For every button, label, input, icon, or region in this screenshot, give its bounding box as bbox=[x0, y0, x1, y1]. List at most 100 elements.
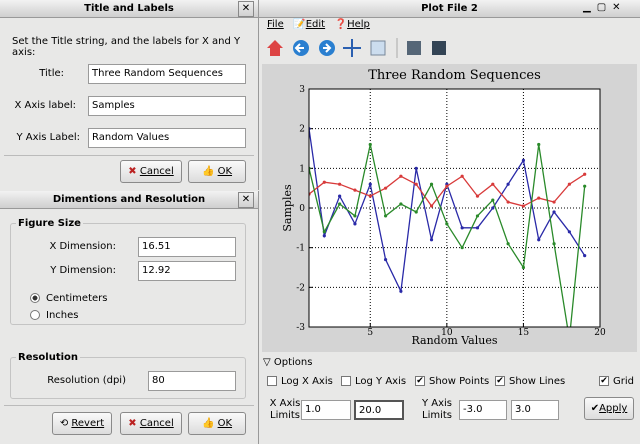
x-tick-label: 20 bbox=[594, 328, 606, 338]
text-input[interactable]: Random Values bbox=[88, 128, 246, 148]
window-title: Plot File 2 bbox=[259, 0, 640, 18]
spin-input[interactable]: 16.51 bbox=[138, 237, 236, 257]
data-point bbox=[383, 257, 388, 262]
data-point bbox=[429, 182, 434, 186]
axes-frame bbox=[308, 88, 601, 328]
field-label: X Dimension: bbox=[49, 241, 116, 252]
data-point bbox=[460, 226, 464, 230]
checkbox bbox=[267, 376, 277, 386]
window-controls[interactable]: ▁▢✕ bbox=[583, 2, 627, 13]
field-label: Title: bbox=[39, 68, 64, 79]
menu-bar: File 📝Edit ❓Help bbox=[267, 19, 370, 30]
field-label: Y Axis Label: bbox=[16, 132, 80, 143]
menu-item[interactable]: File bbox=[267, 19, 284, 30]
button-label: OK bbox=[217, 166, 233, 177]
data-point bbox=[414, 210, 418, 214]
data-point bbox=[506, 242, 510, 246]
frame bbox=[10, 357, 246, 399]
checkbox-option[interactable]: ✔ Show Lines bbox=[495, 376, 565, 387]
field-label: Y Dimension: bbox=[50, 265, 116, 276]
checkbox-option[interactable]: ✔ Grid bbox=[599, 376, 634, 387]
ok-button[interactable]: 👍 OK bbox=[188, 160, 246, 183]
data-point bbox=[460, 174, 464, 178]
menu-item[interactable]: Help bbox=[347, 19, 370, 30]
close-button[interactable]: ✕ bbox=[238, 1, 254, 17]
home-icon[interactable] bbox=[267, 40, 283, 56]
spin-input[interactable]: 12.92 bbox=[138, 261, 236, 281]
frame-label: Resolution bbox=[16, 352, 81, 363]
checkbox-label: Show Points bbox=[429, 376, 490, 387]
text-input[interactable]: 3.0 bbox=[511, 400, 559, 420]
text-input[interactable]: Three Random Sequences bbox=[88, 64, 246, 84]
y-tick-label: 3 bbox=[299, 85, 305, 95]
button-label: Cancel bbox=[139, 166, 174, 177]
dialog-title: Title and Labels bbox=[0, 0, 258, 18]
x-tick-label: 15 bbox=[518, 328, 530, 338]
field-label: Resolution (dpi) bbox=[47, 375, 126, 386]
data-point bbox=[445, 184, 449, 188]
save-icon[interactable] bbox=[432, 41, 446, 55]
data-point bbox=[537, 142, 541, 147]
text-input[interactable]: 1.0 bbox=[301, 400, 351, 420]
data-point bbox=[399, 202, 403, 206]
options-toggle[interactable]: ▽ Options bbox=[263, 357, 313, 368]
text-input[interactable]: Samples bbox=[88, 96, 246, 116]
apply-button[interactable]: ✔Apply bbox=[584, 397, 634, 420]
checkbox: ✔ bbox=[495, 376, 505, 386]
checkbox-option[interactable]: Log Y Axis bbox=[341, 376, 406, 387]
button-label: Revert bbox=[71, 418, 105, 429]
data-point bbox=[521, 265, 526, 270]
checkbox-label: Show Lines bbox=[509, 376, 566, 387]
cancel-button[interactable]: ✖ Cancel bbox=[120, 160, 182, 183]
data-point bbox=[491, 206, 495, 210]
spin-input[interactable]: 80 bbox=[148, 371, 236, 391]
data-point bbox=[491, 198, 495, 202]
checkbox-label: Log Y Axis bbox=[355, 376, 407, 387]
prompt: Set the Title string, and the labels for… bbox=[12, 36, 241, 58]
data-point bbox=[475, 226, 480, 230]
dialog-title: Dimentions and Resolution bbox=[0, 191, 258, 209]
checkbox-option[interactable]: Log X Axis bbox=[267, 376, 333, 387]
checkbox-option[interactable]: ✔ Show Points bbox=[415, 376, 489, 387]
checkbox: ✔ bbox=[415, 376, 425, 386]
y-tick-label: -2 bbox=[296, 283, 305, 293]
data-point bbox=[338, 182, 342, 186]
limits-label: Y Axis Limits bbox=[421, 398, 453, 421]
y-axis-label: Samples bbox=[281, 184, 294, 232]
data-point bbox=[521, 204, 526, 208]
dimension-dialog: Dimentions and Resolution ✕ Figure Size … bbox=[0, 191, 259, 444]
data-point bbox=[537, 196, 541, 200]
data-point bbox=[399, 174, 403, 178]
radio-option[interactable]: Inches bbox=[30, 310, 79, 321]
close-button[interactable]: ✕ bbox=[238, 192, 254, 208]
revert-button[interactable]: ⟲ Revert bbox=[52, 412, 112, 435]
data-point bbox=[506, 182, 510, 186]
pan-icon[interactable] bbox=[343, 39, 361, 57]
cancel-button[interactable]: ✖ Cancel bbox=[120, 412, 182, 435]
radio-option[interactable]: Centimeters bbox=[30, 293, 107, 304]
button-label: OK bbox=[217, 418, 233, 429]
text-input[interactable]: -3.0 bbox=[459, 400, 507, 420]
menu-item[interactable]: Edit bbox=[305, 19, 326, 30]
button-label: Apply bbox=[599, 403, 628, 414]
radio-label: Centimeters bbox=[46, 293, 108, 304]
data-point bbox=[399, 289, 403, 293]
text-input[interactable]: 20.0 bbox=[354, 400, 404, 420]
data-point bbox=[521, 158, 526, 162]
chart: Three Random Sequences Random Values Sampl… bbox=[262, 64, 637, 352]
plot-window: Plot File 2 ▁▢✕ File 📝Edit ❓Help Three R… bbox=[259, 0, 640, 444]
config-icon[interactable] bbox=[407, 41, 421, 55]
data-point bbox=[383, 214, 388, 218]
data-point bbox=[353, 214, 357, 218]
plot-content bbox=[309, 127, 587, 327]
data-point bbox=[583, 172, 587, 176]
zoom-icon[interactable] bbox=[370, 40, 386, 56]
data-point bbox=[567, 230, 571, 234]
y-tick-label: 2 bbox=[299, 125, 305, 135]
checkbox-label: Grid bbox=[613, 376, 634, 387]
checkbox bbox=[341, 376, 351, 386]
radio-label: Inches bbox=[46, 310, 79, 321]
data-point bbox=[475, 194, 480, 198]
y-tick-label: -1 bbox=[296, 244, 305, 254]
ok-button[interactable]: 👍 OK bbox=[188, 412, 246, 435]
